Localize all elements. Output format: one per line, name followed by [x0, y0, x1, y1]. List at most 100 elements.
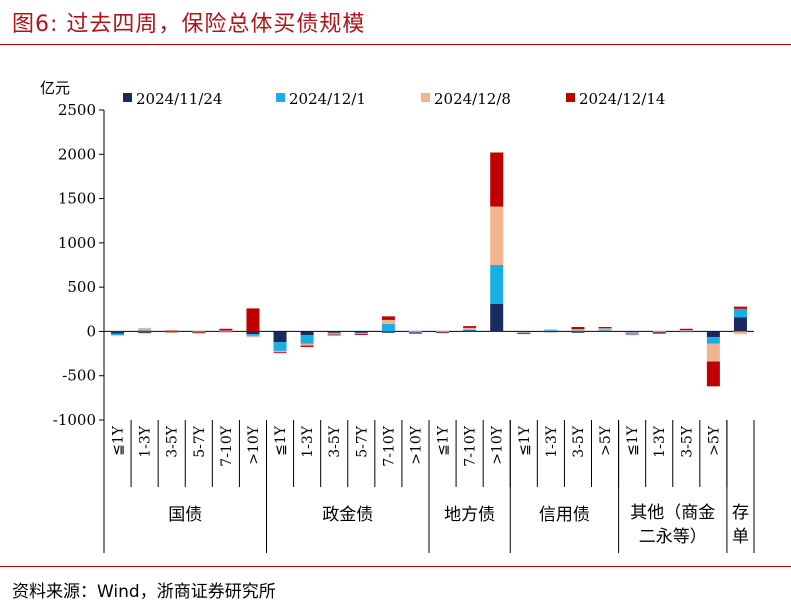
bar-segment — [706, 343, 720, 362]
source-rule — [0, 566, 791, 567]
bar-segment — [679, 330, 693, 331]
bar-segment — [300, 345, 314, 347]
group-label: 信用债 — [539, 505, 590, 525]
bar-segment — [111, 334, 125, 336]
y-tick-label: 500 — [67, 278, 96, 296]
bar-segment — [219, 331, 233, 333]
bar-segment — [625, 333, 639, 335]
bar-segment — [490, 152, 504, 207]
bar-segment — [679, 331, 693, 333]
x-tick-label: >5Y — [598, 425, 614, 456]
bar-segment — [273, 350, 287, 353]
axes-layer: -1000 -500 0 500 1000 1500 2000 2500 国债 政金债 地方债 信用债… — [53, 101, 755, 553]
bar-segment — [490, 265, 504, 304]
bar-segment — [246, 308, 260, 332]
group-label: 二永等） — [639, 527, 707, 547]
bar-segment — [273, 342, 287, 351]
legend-swatch — [566, 93, 575, 102]
bar-segment — [571, 327, 585, 330]
bar-segment — [408, 331, 422, 333]
bar-segment — [571, 331, 585, 333]
x-tick-label: ≦1Y — [273, 425, 289, 456]
bar-segment — [408, 330, 422, 332]
bar-segment — [625, 332, 639, 334]
bar-segment — [165, 331, 179, 333]
bar-segment — [517, 331, 531, 333]
legend-label: 2024/12/1 — [289, 90, 366, 108]
bar-segment — [625, 331, 639, 333]
bar-segment — [733, 331, 747, 335]
bar-segment — [273, 331, 287, 343]
x-tick-label: 1-3Y — [652, 425, 668, 458]
bar-segment — [327, 333, 341, 335]
x-tick-label: 7-10Y — [219, 425, 235, 466]
group-label: 单 — [732, 527, 749, 547]
group-label: 存 — [732, 503, 749, 523]
bar-segment — [408, 332, 422, 334]
bar-segment — [192, 330, 206, 332]
bar-segment — [598, 328, 612, 331]
figure-title: 图6: 过去四周，保险总体买债规模 — [12, 12, 366, 37]
bar-segment — [300, 334, 314, 344]
x-tick-label: 3-5Y — [679, 425, 695, 458]
y-tick-label: 1000 — [58, 234, 96, 252]
bar-segment — [436, 331, 450, 333]
bar-segment — [381, 316, 395, 320]
x-tick-label: 3-5Y — [327, 425, 343, 458]
bar-segment — [138, 331, 152, 333]
y-tick-label: -1000 — [53, 411, 96, 429]
bar-segment — [652, 332, 666, 334]
bar-segment — [544, 329, 558, 331]
bar-segment — [381, 319, 395, 324]
bar-segment — [192, 331, 206, 333]
y-tick-label: 1500 — [58, 190, 96, 208]
bar-segment — [679, 330, 693, 332]
bar-segment — [571, 330, 585, 332]
bar-segment — [354, 334, 368, 335]
legend-swatch — [421, 93, 430, 102]
x-tick-label: 5-7Y — [354, 425, 370, 458]
bar-segment — [246, 334, 260, 336]
bar-segment — [246, 331, 260, 335]
bar-segment — [706, 337, 720, 344]
bar-segment — [219, 330, 233, 332]
bar-segment — [327, 332, 341, 334]
bar-segment — [192, 331, 206, 333]
bar-segment — [300, 343, 314, 346]
bar-segment — [598, 327, 612, 329]
legend-label: 2024/11/24 — [136, 90, 222, 108]
bar-segment — [463, 326, 477, 328]
y-tick-label: -500 — [62, 367, 96, 385]
bar-segment — [490, 303, 504, 332]
legend-label: 2024/12/8 — [434, 90, 511, 108]
bar-segment — [111, 333, 125, 335]
bar-segment — [706, 331, 720, 338]
group-label: 地方债 — [444, 505, 495, 525]
x-tick-label: >10Y — [408, 425, 424, 465]
bar-segment — [733, 306, 747, 309]
x-tick-label: 1-3Y — [300, 425, 316, 458]
bar-segment — [436, 331, 450, 333]
bar-segment — [165, 332, 179, 334]
x-tick-label: 7-10Y — [463, 425, 479, 466]
bar-segment — [138, 330, 152, 332]
bar-segment — [490, 206, 504, 265]
group-label: 政金债 — [322, 505, 373, 525]
group-label: 国债 — [168, 505, 202, 525]
y-tick-label: 2000 — [58, 145, 96, 163]
bar-segment — [273, 352, 287, 354]
bar-segment — [354, 331, 368, 333]
bar-segment — [517, 333, 531, 335]
x-tick-label: 3-5Y — [571, 425, 587, 458]
bar-segment — [652, 331, 666, 333]
bar-segment — [625, 331, 639, 333]
bar-segment — [517, 331, 531, 333]
bar-segment — [571, 329, 585, 331]
bar-segment — [408, 332, 422, 334]
bar-segment — [246, 335, 260, 338]
title-rule — [0, 44, 791, 45]
x-tick-label: ≦1Y — [111, 425, 127, 456]
bar-segment — [679, 328, 693, 331]
bar-segment — [219, 328, 233, 331]
bar-segment — [327, 334, 341, 336]
